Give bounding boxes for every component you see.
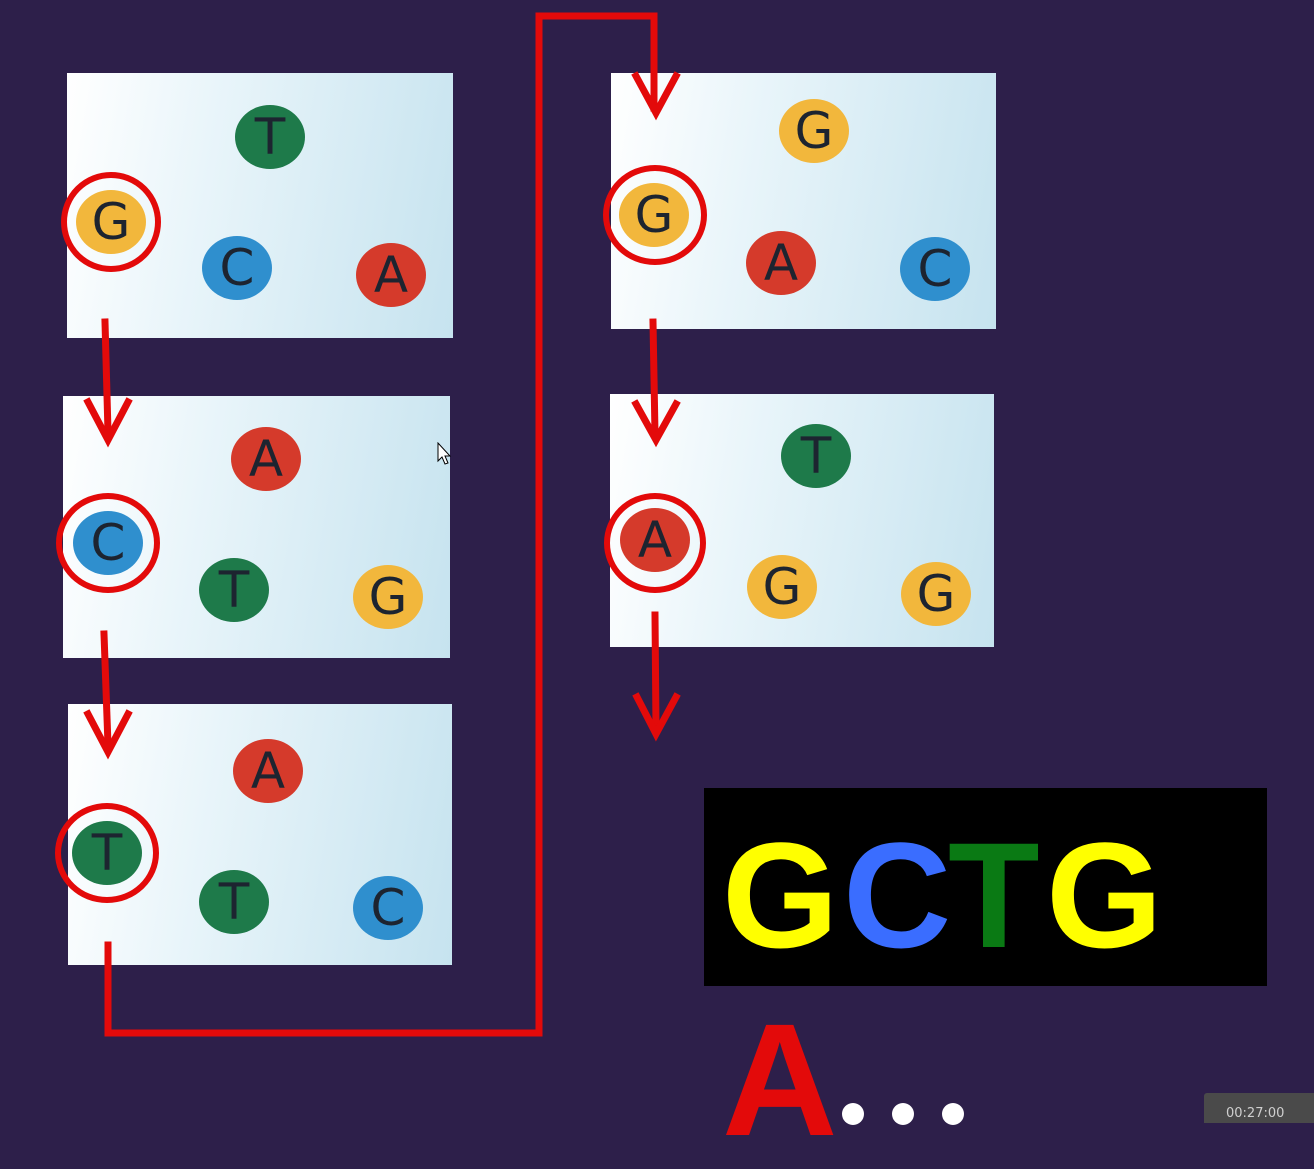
- sequence-letter-g: G: [1046, 811, 1163, 979]
- base-a: A: [746, 231, 816, 295]
- selection-ring: [603, 165, 707, 265]
- arrow-shaft: [651, 611, 660, 732]
- base-a: A: [356, 243, 426, 307]
- base-t: T: [781, 424, 851, 488]
- ellipsis-dot: [942, 1103, 964, 1125]
- arrowhead: [632, 692, 681, 742]
- selection-ring: [604, 493, 706, 593]
- base-g: G: [901, 562, 971, 626]
- base-g: G: [779, 99, 849, 163]
- sequence-letter-c: C: [843, 811, 952, 979]
- base-c: C: [900, 237, 970, 301]
- arrowhead: [83, 709, 133, 760]
- base-a: A: [233, 739, 303, 803]
- arrow-shaft: [649, 318, 659, 438]
- arrowhead: [631, 71, 681, 121]
- video-timer: 00:27:00: [1204, 1093, 1314, 1123]
- flow-arrows: [83, 12, 681, 1037]
- next-base-letter: A: [722, 990, 838, 1169]
- base-t: T: [199, 870, 269, 934]
- ellipsis-dot: [892, 1103, 914, 1125]
- arrow-shaft: [101, 318, 112, 436]
- base-t: T: [199, 558, 269, 622]
- sequence-box: [704, 788, 1267, 986]
- base-a: A: [231, 427, 301, 491]
- selection-ring: [55, 803, 159, 903]
- ellipsis-dot: [842, 1103, 864, 1125]
- selection-ring: [56, 493, 160, 593]
- base-t: T: [235, 105, 305, 169]
- mouse-cursor-icon: [437, 442, 452, 465]
- base-g: G: [747, 555, 817, 619]
- sequence-letter-g: G: [722, 811, 839, 979]
- arrowhead: [631, 399, 681, 448]
- sequence-letter-t: T: [948, 811, 1040, 979]
- base-g: G: [353, 565, 423, 629]
- selection-ring: [61, 172, 161, 272]
- base-c: C: [202, 236, 272, 300]
- arrow-shaft: [100, 630, 112, 749]
- arrowhead: [83, 397, 133, 448]
- base-c: C: [353, 876, 423, 940]
- connector-path: [104, 12, 658, 1037]
